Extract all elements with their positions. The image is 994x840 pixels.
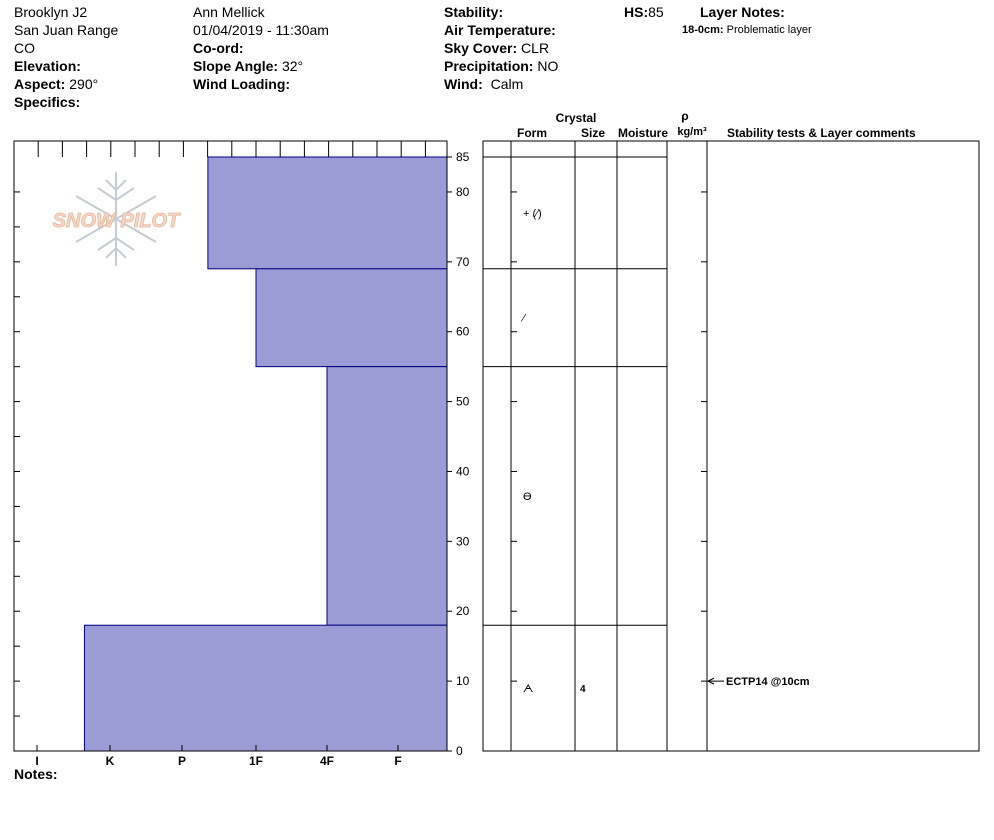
moisture-header: Moisture (618, 126, 668, 140)
rho-header: ρ (681, 109, 688, 123)
depth-tick-label: 10 (456, 674, 470, 688)
stability-label: Stability: (444, 4, 504, 20)
elevation-label: Elevation: (14, 58, 81, 74)
stability-tests: ECTP14 @10cm (706, 676, 810, 688)
stability-test-label: ECTP14 @10cm (726, 676, 810, 688)
hardness-tick-label: P (178, 754, 186, 768)
hs-label: HS: (624, 4, 649, 20)
depth-tick-label: 70 (456, 255, 470, 269)
slope-row: Slope Angle: 32° (193, 57, 303, 75)
stability-comments-header: Stability tests & Layer comments (727, 126, 916, 140)
air-temp-label: Air Temperature: (444, 22, 556, 38)
hardness-bar (207, 156, 448, 270)
crystal-form-label: ⁄ (520, 313, 527, 325)
slope-label: Slope Angle: (193, 58, 279, 74)
wind-row: Wind: Calm (444, 75, 523, 93)
layer-table-ticks (511, 191, 707, 682)
depth-tick-label: 85 (456, 150, 470, 164)
hardness-bar (255, 268, 448, 368)
layer-note-text: Problematic layer (726, 24, 812, 36)
sky-value: CLR (521, 40, 550, 56)
wind-loading-label: Wind Loading: (193, 76, 291, 92)
depth-tick-label: 20 (456, 604, 470, 618)
depth-tick-label: 30 (456, 534, 470, 548)
crystal-form-label: ϴ (523, 491, 532, 503)
hs-row: HS:85 (624, 3, 664, 21)
crystal-form-label: ᗅ (523, 683, 533, 695)
aspect-label: Aspect: (14, 76, 66, 92)
depth-tick-label: 60 (456, 325, 470, 339)
layer-note-range: 18-0cm: (682, 24, 724, 36)
observer-name: Ann Mellick (193, 4, 265, 20)
depth-tick-label: 80 (456, 185, 470, 199)
crystal-forms: + (⁄) ⁄ ϴ ᗅ 4 (520, 208, 586, 695)
hardness-tick-label: 1F (249, 754, 263, 768)
specifics-label: Specifics: (14, 94, 81, 110)
precip-value: NO (537, 58, 559, 74)
layer-table-rows (483, 156, 667, 626)
hardness-tick-label: F (394, 754, 401, 768)
slope-value: 32° (281, 58, 304, 74)
hs-value: 85 (648, 4, 664, 20)
hardness-axis: I K P 1F 4F F (35, 745, 402, 768)
snowflake-icon (75, 172, 157, 266)
range-name: San Juan Range (14, 22, 119, 38)
depth-tick-label: 40 (456, 464, 470, 478)
layer-notes-label: Layer Notes: (700, 4, 785, 20)
hardness-top-ticks (13, 141, 426, 157)
notes-label: Notes: (14, 766, 58, 782)
layer-table-columns (510, 141, 708, 751)
layer-table-frame (482, 140, 980, 752)
density-unit-header: kg/m³ (677, 126, 707, 138)
depth-axis: 0 10 20 30 40 50 60 70 80 85 (447, 150, 470, 758)
hardness-chart-frame (13, 140, 448, 752)
depth-tick-label: 50 (456, 395, 470, 409)
crystal-size-label: 4 (580, 684, 586, 695)
state-name: CO (14, 40, 35, 56)
precip-label: Precipitation: (444, 58, 534, 74)
depth-tick-label: 0 (456, 744, 463, 758)
hardness-tick-label: K (106, 754, 115, 768)
hardness-tick-label: 4F (320, 754, 334, 768)
logo-text: SNOW PILOT (53, 210, 181, 232)
crystal-form-label: + (⁄) (523, 208, 542, 220)
hardness-bar (326, 366, 448, 626)
aspect-row: Aspect: 290° (14, 75, 98, 93)
size-header: Size (581, 126, 605, 140)
snowpilot-logo: SNOW PILOT (52, 172, 182, 266)
test-arrow-head (706, 677, 715, 685)
location-name: Brooklyn J2 (14, 4, 88, 20)
layer-note: 18-0cm: Problematic layer (682, 22, 812, 38)
form-header: Form (517, 126, 547, 140)
aspect-value: 290° (69, 76, 99, 92)
hardness-bars (83, 156, 448, 752)
sky-label: Sky Cover: (444, 40, 518, 56)
crystal-header: Crystal (556, 111, 597, 125)
hardness-tick-label: I (35, 754, 38, 768)
sky-row: Sky Cover: CLR (444, 39, 549, 57)
observation-datetime: 01/04/2019 - 11:30am (193, 22, 329, 38)
hardness-bar (83, 624, 448, 752)
coord-label: Co-ord: (193, 40, 244, 56)
precip-row: Precipitation: NO (444, 57, 558, 75)
depth-left-ticks (14, 191, 20, 717)
wind-label: Wind: (444, 76, 483, 92)
wind-value: Calm (490, 76, 524, 92)
